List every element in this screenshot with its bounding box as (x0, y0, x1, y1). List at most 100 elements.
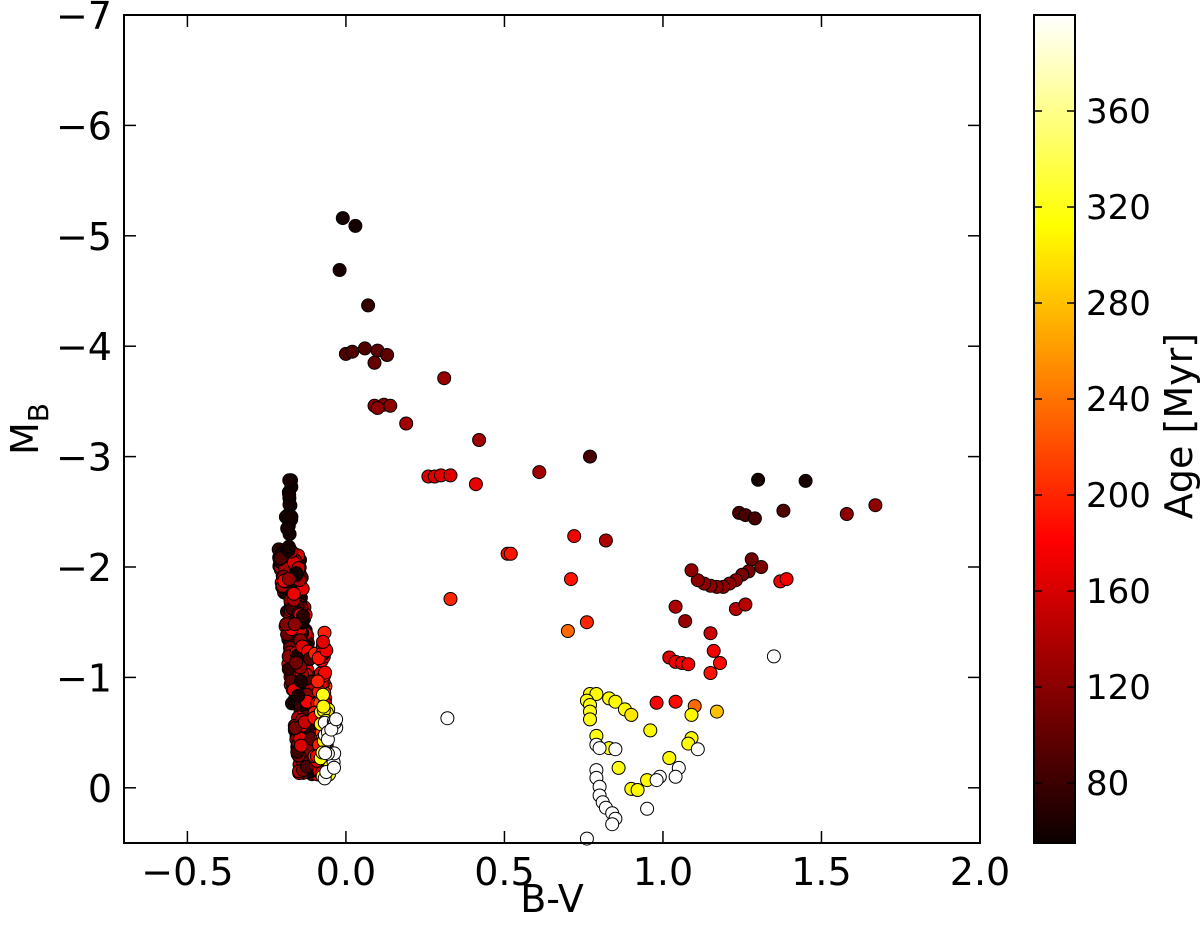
data-point (532, 465, 547, 480)
data-point (579, 615, 594, 630)
data-point (598, 533, 613, 548)
data-point (280, 521, 295, 536)
data-point (592, 741, 607, 756)
data-point (690, 742, 705, 757)
data-point (318, 746, 333, 761)
data-point (361, 298, 376, 313)
colorbar-tick-label: 200 (1086, 476, 1151, 516)
data-point (649, 695, 664, 710)
data-point (583, 712, 597, 727)
data-point (579, 831, 594, 846)
data-point (868, 498, 883, 513)
colorbar-tick-label: 160 (1086, 572, 1151, 612)
data-point (709, 704, 724, 719)
data-point (332, 263, 347, 277)
y-tick-label: −6 (56, 104, 112, 148)
data-point (703, 626, 718, 641)
colorbar-tick-label: 120 (1086, 668, 1151, 708)
y-tick-label: −2 (56, 546, 112, 590)
data-point (630, 783, 645, 797)
y-axis-label-subscript: B (22, 403, 55, 422)
data-point (437, 371, 452, 386)
data-point (668, 694, 683, 709)
data-point (286, 586, 301, 601)
data-point (281, 539, 296, 554)
data-point (348, 218, 363, 233)
data-point (583, 449, 597, 464)
x-tick-label: −0.5 (141, 850, 233, 894)
data-point (289, 655, 304, 670)
data-point (668, 599, 683, 614)
data-point (367, 355, 382, 370)
data-point (316, 634, 330, 649)
x-tick-label: 1.0 (633, 850, 693, 894)
data-point (380, 348, 395, 362)
data-point (754, 560, 769, 574)
colorbar-tick-label: 240 (1086, 380, 1151, 420)
data-point (567, 529, 582, 544)
data-point (678, 614, 693, 629)
y-axis: 0 −1 −2 −3 −4 −5 −6 −7 (56, 0, 980, 811)
data-point (605, 817, 620, 832)
data-point (589, 687, 604, 701)
data-point (839, 507, 854, 521)
data-point (681, 657, 696, 672)
data-point (766, 649, 781, 664)
x-tick-label: 2.0 (950, 850, 1010, 894)
data-point (443, 592, 458, 606)
y-tick-label: −1 (56, 656, 112, 700)
data-point (649, 773, 664, 788)
y-tick-label: −5 (56, 215, 112, 259)
colorbar-label: Age [Myr] (1157, 333, 1200, 519)
data-point (294, 738, 308, 753)
y-tick-label: −4 (56, 325, 112, 369)
data-point (443, 468, 458, 483)
x-axis-label: B-V (520, 877, 584, 921)
data-point (440, 711, 455, 726)
y-axis-label: MB (3, 403, 55, 455)
y-tick-label: −7 (56, 0, 112, 38)
colorbar (1033, 14, 1076, 844)
data-point (329, 712, 344, 727)
plot-frame (123, 14, 981, 844)
colorbar-tick-label: 360 (1086, 92, 1151, 132)
data-point (327, 760, 341, 775)
data-point (284, 509, 299, 524)
data-point (293, 674, 308, 689)
data-point (643, 723, 658, 738)
data-point (560, 624, 575, 638)
data-point (472, 433, 487, 447)
data-point (503, 546, 518, 561)
data-point (608, 742, 623, 757)
data-point (282, 473, 297, 488)
data-point (296, 608, 311, 623)
data-point (310, 674, 325, 689)
data-point (706, 643, 721, 658)
data-point (345, 344, 360, 359)
data-point (357, 341, 372, 356)
x-axis: −0.5 0.0 0.5 1.0 1.5 2.0 (141, 15, 1010, 894)
colorbar-ticks: 80 120 160 200 240 280 320 360 (1034, 92, 1151, 804)
x-tick-label: 1.5 (791, 850, 851, 894)
data-point (703, 666, 718, 680)
colorbar-tick-label: 320 (1086, 188, 1151, 228)
data-point (468, 477, 483, 492)
data-point (640, 801, 655, 816)
data-point (738, 597, 753, 612)
data-point (611, 760, 626, 775)
data-point (608, 694, 623, 709)
x-tick-label: 0.0 (316, 850, 376, 894)
data-point (383, 398, 398, 413)
data-point (713, 656, 727, 670)
data-point (747, 511, 762, 526)
data-point (282, 487, 297, 502)
data-point (287, 617, 302, 632)
x-tick-label: 0.5 (474, 850, 534, 894)
data-point (564, 572, 578, 587)
data-point (690, 573, 705, 588)
data-point (751, 472, 766, 487)
data-point (779, 572, 794, 587)
data-point (684, 707, 699, 722)
data-point (776, 503, 791, 518)
